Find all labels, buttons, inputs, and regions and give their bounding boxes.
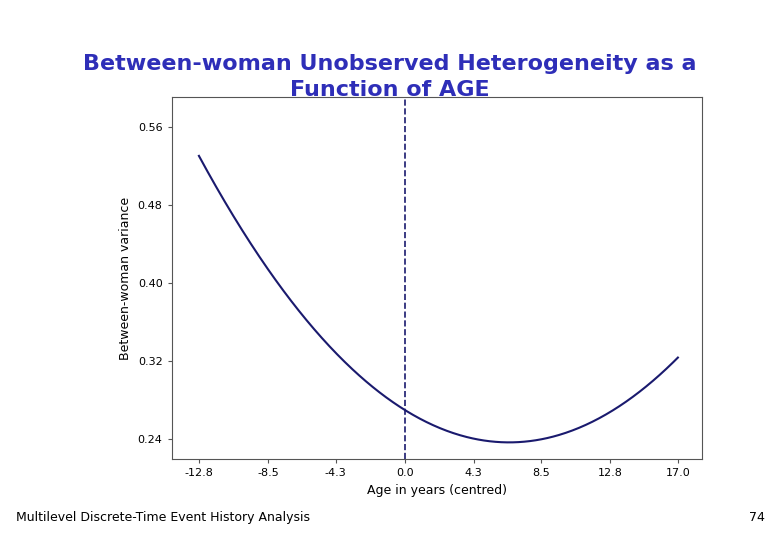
Y-axis label: Between-woman variance: Between-woman variance	[119, 197, 132, 360]
Text: 74: 74	[749, 511, 764, 524]
Text: Multilevel Discrete-Time Event History Analysis: Multilevel Discrete-Time Event History A…	[16, 511, 310, 524]
X-axis label: Age in years (centred): Age in years (centred)	[367, 484, 507, 497]
Text: Between-woman Unobserved Heterogeneity as a
Function of AGE: Between-woman Unobserved Heterogeneity a…	[83, 54, 697, 100]
